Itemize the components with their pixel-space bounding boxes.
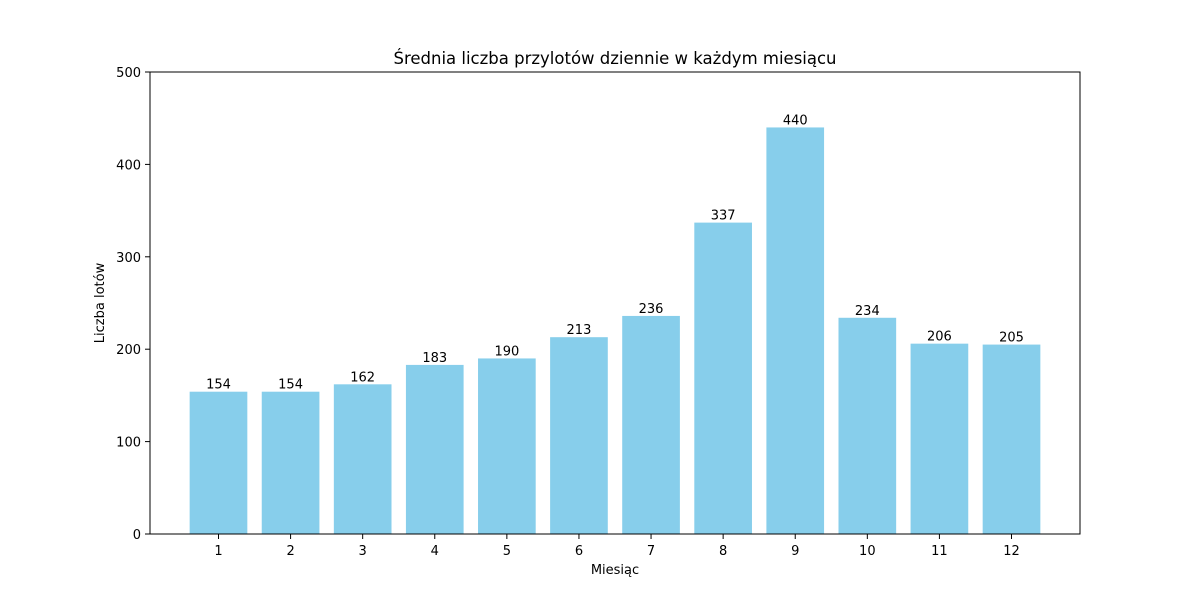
x-tick-label: 10 <box>859 544 876 559</box>
bars-group <box>189 127 1041 534</box>
x-tick-label: 6 <box>575 544 583 559</box>
x-tick-label: 1 <box>214 544 222 559</box>
bar-month-11 <box>910 343 969 534</box>
y-tick-label: 100 <box>116 436 141 451</box>
y-axis-label: Liczba lotów <box>93 262 108 343</box>
y-axis: 0 100 200 300 400 500 <box>116 66 150 543</box>
x-tick-label: 9 <box>791 544 799 559</box>
bar-month-5 <box>478 358 536 534</box>
x-axis-label: Miesiąc <box>591 563 639 578</box>
data-label-month-1: 154 <box>206 378 231 393</box>
x-tick-label: 3 <box>359 544 367 559</box>
bar-month-12 <box>982 344 1041 534</box>
bar-month-9 <box>766 127 825 534</box>
bar-month-1 <box>189 391 248 534</box>
data-labels-group: 154 154 162 183 190 213 236 337 440 234 206 205 <box>206 113 1024 392</box>
y-tick-label: 500 <box>116 66 141 81</box>
data-label-month-5: 190 <box>494 344 519 359</box>
x-tick-label: 8 <box>719 544 727 559</box>
x-tick-label: 4 <box>431 544 439 559</box>
x-tick-label: 5 <box>503 544 511 559</box>
y-tick-label: 400 <box>116 158 141 173</box>
x-axis: 1 2 3 4 5 6 7 8 9 10 11 12 <box>214 534 1020 559</box>
x-tick-label: 7 <box>647 544 655 559</box>
data-label-month-11: 206 <box>927 330 952 345</box>
y-tick-label: 0 <box>133 528 141 543</box>
bar-month-4 <box>405 364 464 534</box>
bar-month-8 <box>694 222 752 534</box>
data-label-month-10: 234 <box>855 304 880 319</box>
data-label-month-8: 337 <box>711 209 736 224</box>
data-label-month-4: 183 <box>422 351 447 366</box>
data-label-month-3: 162 <box>350 370 375 385</box>
plot-frame <box>149 71 1081 535</box>
data-label-month-6: 213 <box>567 323 592 338</box>
x-tick-label: 12 <box>1003 544 1020 559</box>
data-label-month-2: 154 <box>278 378 303 393</box>
x-tick-label: 11 <box>931 544 948 559</box>
bar-month-7 <box>622 315 680 534</box>
bar-month-3 <box>333 384 392 534</box>
x-tick-label: 2 <box>286 544 294 559</box>
chart-title: Średnia liczba przylotów dziennie w każd… <box>393 49 836 68</box>
bar-month-10 <box>838 317 897 534</box>
data-label-month-7: 236 <box>639 302 664 317</box>
y-tick-label: 200 <box>116 343 141 358</box>
bar-month-6 <box>550 337 608 534</box>
y-tick-label: 300 <box>116 251 141 266</box>
data-label-month-12: 205 <box>999 331 1024 346</box>
bar-month-2 <box>261 391 320 534</box>
data-label-month-9: 440 <box>783 113 808 128</box>
